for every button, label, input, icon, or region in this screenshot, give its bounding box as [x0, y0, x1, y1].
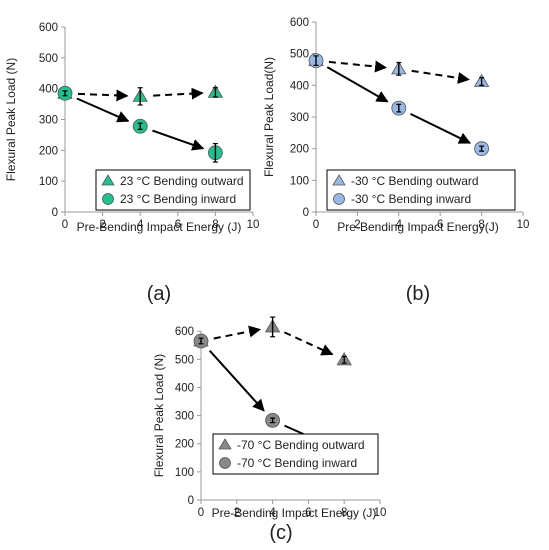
x-tick-label: 10: [247, 219, 260, 231]
y-tick-label: 0: [303, 207, 309, 219]
solid-arrow: [76, 97, 130, 123]
legend-label: -30 °C Bending inward: [351, 192, 471, 206]
panel-label: (a): [147, 283, 171, 305]
y-tick-label: 100: [175, 467, 194, 479]
x-tick-label: 2: [234, 507, 240, 519]
y-tick-label: 200: [39, 145, 58, 157]
legend-box: [326, 169, 516, 211]
y-tick-label: 300: [39, 115, 58, 127]
y-tick-label: 0: [188, 495, 194, 507]
legend-marker-circle: [219, 457, 231, 469]
y-tick-label: 200: [290, 144, 309, 156]
y-tick-label: 300: [290, 112, 309, 124]
legend-marker-triangle: [218, 438, 232, 450]
y-tick-label: 400: [175, 382, 194, 394]
solid-arrow: [326, 66, 389, 103]
x-tick-label: 2: [99, 219, 105, 231]
x-tick-label: 0: [313, 219, 319, 231]
y-tick-label: 100: [290, 175, 309, 187]
legend-marker-triangle: [332, 174, 346, 186]
x-axis-label: Pre-Bending Impact Energy (J): [77, 220, 242, 234]
x-tick-label: 6: [175, 219, 181, 231]
x-tick-label: 4: [137, 219, 144, 231]
solid-arrow: [208, 349, 265, 412]
x-tick-label: 8: [478, 219, 484, 231]
y-tick-label: 400: [290, 80, 309, 92]
dashed-arrow: [328, 60, 388, 73]
dashed-arrow: [77, 89, 129, 102]
y-axis-label: Flexural Peak Load (N): [4, 58, 18, 181]
y-tick-label: 500: [290, 49, 309, 61]
panel-label: (c): [269, 522, 292, 544]
legend-marker-circle: [102, 193, 114, 205]
solid-arrow: [152, 129, 205, 151]
legend-marker-triangle: [101, 174, 115, 186]
y-tick-label: 100: [39, 176, 58, 188]
panel-label: (b): [406, 283, 430, 305]
legend-label: -70 °C Bending inward: [237, 456, 357, 470]
y-axis-label: Flexural Peak Load(N): [262, 57, 276, 177]
y-tick-label: 400: [39, 84, 58, 96]
y-tick-label: 500: [175, 354, 194, 366]
y-tick-label: 0: [52, 207, 58, 219]
y-tick-label: 600: [175, 326, 194, 338]
x-tick-label: 4: [269, 507, 276, 519]
y-tick-label: 300: [175, 411, 194, 423]
legend-marker-circle: [333, 193, 345, 205]
x-tick-label: 0: [62, 219, 68, 231]
y-tick-label: 200: [175, 439, 194, 451]
y-axis-label: Flexural Peak Load (N): [152, 354, 166, 477]
y-tick-label: 600: [39, 22, 58, 34]
legend-box: [212, 433, 379, 475]
x-tick-label: 6: [305, 507, 311, 519]
x-tick-label: 10: [374, 507, 387, 519]
x-tick-label: 8: [212, 219, 218, 231]
dashed-arrow: [153, 87, 204, 100]
x-tick-label: 10: [517, 219, 530, 231]
x-axis-label: Pre-Bending Impact Energy (J): [212, 506, 377, 520]
x-tick-label: 8: [341, 507, 347, 519]
legend-box: [95, 169, 251, 211]
x-axis-label: Pre-Bending Impact Energy(J): [337, 220, 498, 234]
legend-label: -30 °C Bending outward: [351, 174, 479, 188]
solid-arrow: [410, 112, 472, 144]
dashed-arrow: [213, 325, 262, 340]
x-tick-label: 2: [354, 219, 360, 231]
x-tick-label: 0: [198, 507, 204, 519]
legend-label: 23 °C Bending inward: [120, 192, 236, 206]
x-tick-label: 6: [437, 219, 443, 231]
x-tick-label: 4: [396, 219, 403, 231]
legend-label: -70 °C Bending outward: [237, 438, 365, 452]
y-tick-label: 600: [290, 17, 309, 29]
legend-label: 23 °C Bending outward: [120, 174, 244, 188]
y-tick-label: 500: [39, 53, 58, 65]
dashed-arrow: [411, 69, 470, 84]
dashed-arrow: [283, 331, 334, 356]
